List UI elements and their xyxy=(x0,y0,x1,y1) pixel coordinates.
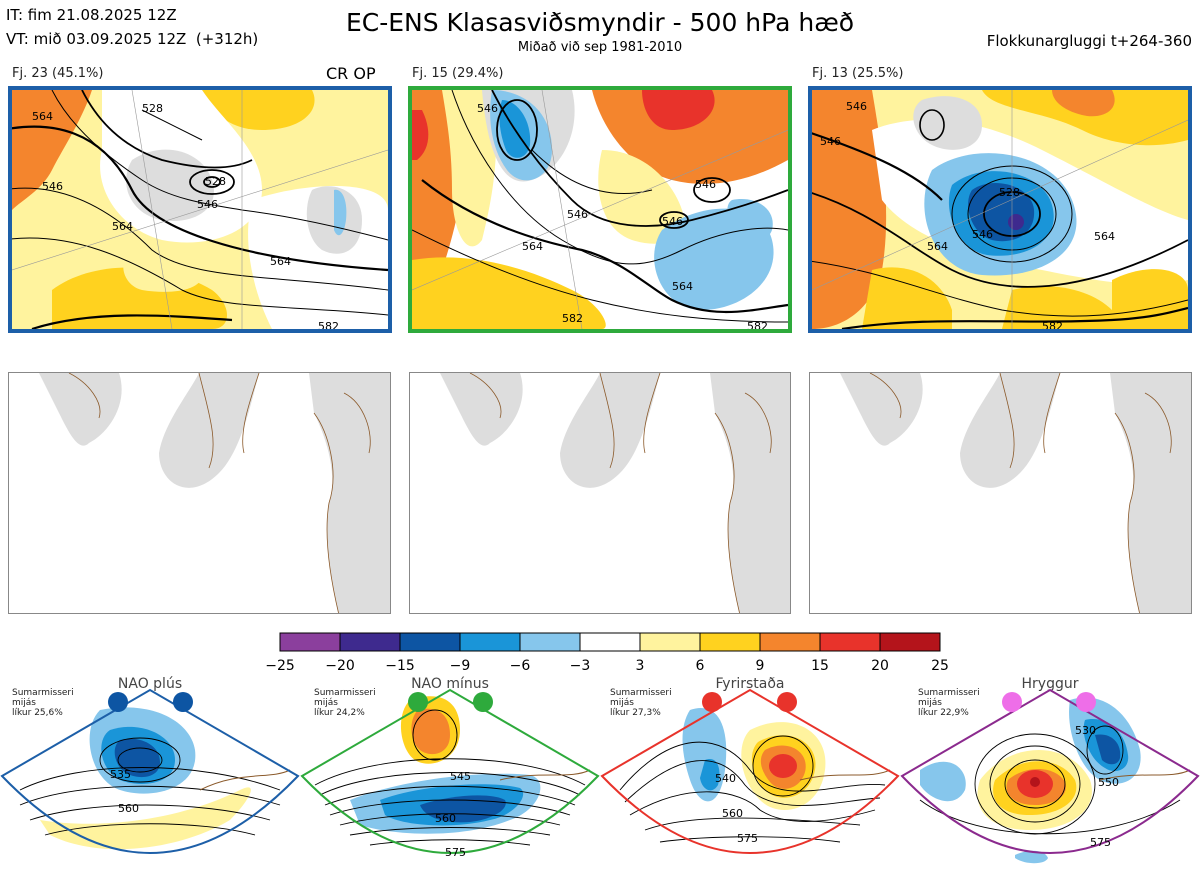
cluster-1-label: Fj. 23 (45.1%) xyxy=(12,66,104,81)
contour-label: 560 xyxy=(118,802,139,815)
cluster-1-panel: 528 528 546 546 564 564 564 582 xyxy=(8,86,392,333)
contour-label: 582 xyxy=(747,320,768,329)
contour-label: 582 xyxy=(318,320,339,329)
colorbar-tick-label: −15 xyxy=(385,658,415,674)
regime-blocking: Fyrirstaða Sumarmisseri mijás líkur 27,3… xyxy=(600,630,900,870)
cluster-1-tag: CR OP xyxy=(326,64,376,83)
cluster-3-panel: 528 546 546 546 564 564 582 xyxy=(808,86,1192,333)
contour-label: 530 xyxy=(1075,724,1096,737)
colorbar-tick-label: 3 xyxy=(636,658,645,674)
contour-label: 564 xyxy=(112,220,133,233)
contour-label: 546 xyxy=(477,102,498,115)
contour-label: 546 xyxy=(662,215,683,228)
empty-map-2 xyxy=(409,372,791,614)
colorbar-tick-label: 6 xyxy=(696,658,705,674)
colorbar: −25 −20 −15 −9 −6 −3 3 6 9 15 20 25 xyxy=(265,632,960,680)
page-title: EC-ENS Klasasviðsmyndir - 500 hPa hæð xyxy=(345,8,855,37)
regime-map: 530 550 575 xyxy=(900,688,1200,864)
regime-title: Hryggur xyxy=(1021,676,1079,692)
colorbar-swatch xyxy=(879,632,941,652)
contour-label: 564 xyxy=(32,110,53,123)
contour-label: 528 xyxy=(999,186,1020,199)
contour-label: 564 xyxy=(672,280,693,293)
coastline-map xyxy=(440,373,790,613)
regime-note: Sumarmisseri mijás líkur 25,6% xyxy=(12,688,74,718)
contour-label: 560 xyxy=(435,812,456,825)
colorbar-tick-label: 25 xyxy=(931,658,949,674)
regime-nao-minus: NAO mínus Sumarmisseri mijás líkur 24,2%… xyxy=(300,630,600,870)
colorbar-svg: −25 −20 −15 −9 −6 −3 3 6 9 15 20 25 xyxy=(265,632,949,674)
colorbar-tick-label: 9 xyxy=(756,658,765,674)
contour-label: 535 xyxy=(110,768,131,781)
contour-label: 540 xyxy=(715,772,736,785)
contour-label: 575 xyxy=(1090,836,1111,849)
contour-label: 564 xyxy=(1094,230,1115,243)
cluster-2-map: 546 546 546 546 564 564 582 582 xyxy=(412,90,788,329)
contour-label: 546 xyxy=(972,228,993,241)
cluster-2-label: Fj. 15 (29.4%) xyxy=(412,66,504,81)
contour-label: 546 xyxy=(567,208,588,221)
regime-map: 540 560 575 xyxy=(600,688,900,854)
empty-map-3 xyxy=(809,372,1192,614)
contour-label: 545 xyxy=(450,770,471,783)
contour-label: 575 xyxy=(737,832,758,845)
initial-time: IT: fim 21.08.2025 12Z xyxy=(6,6,177,24)
page-subtitle: Miðað við sep 1981-2010 xyxy=(517,40,683,55)
contour-label: 546 xyxy=(846,100,867,113)
colorbar-tick-label: −3 xyxy=(570,658,591,674)
colorbar-tick-label: 15 xyxy=(811,658,829,674)
colorbar-tick-label: 20 xyxy=(871,658,889,674)
contour-label: 546 xyxy=(820,135,841,148)
cluster-3-label: Fj. 13 (25.5%) xyxy=(812,66,904,81)
regime-note: Sumarmisseri mijás líkur 27,3% xyxy=(610,688,672,718)
contour-label: 582 xyxy=(1042,320,1063,329)
valid-time: VT: mið 03.09.2025 12Z (+312h) xyxy=(6,30,259,48)
regime-note: Sumarmisseri mijás líkur 24,2% xyxy=(314,688,376,718)
contour-label: 546 xyxy=(42,180,63,193)
contour-label: 564 xyxy=(927,240,948,253)
regime-title: NAO mínus xyxy=(411,676,489,692)
contour-label: 546 xyxy=(695,178,716,191)
coastline-map xyxy=(39,373,390,613)
cluster-2-panel: 546 546 546 546 564 564 582 582 xyxy=(408,86,792,333)
contour-label: 528 xyxy=(205,175,226,188)
colorbar-tick-label: −6 xyxy=(510,658,531,674)
cluster-1-map: 528 528 546 546 564 564 564 582 xyxy=(12,90,388,329)
regime-title: NAO plús xyxy=(117,676,183,692)
contour-label: 564 xyxy=(270,255,291,268)
colorbar-tick-label: −20 xyxy=(325,658,355,674)
regime-map: 545 560 575 xyxy=(300,688,600,859)
contour-label: 564 xyxy=(522,240,543,253)
colorbar-tick-label: −25 xyxy=(265,658,295,674)
regime-title: Fyrirstaða xyxy=(715,676,785,692)
contour-label: 546 xyxy=(197,198,218,211)
cluster-3-map: 528 546 546 546 564 564 582 xyxy=(812,90,1188,329)
colorbar-tick-label: −9 xyxy=(450,658,471,674)
contour-label: 582 xyxy=(562,312,583,325)
regime-nao-plus: NAO plús Sumarmisseri mijás líkur 25,6% … xyxy=(0,630,300,870)
contour-label: 560 xyxy=(722,807,743,820)
contour-label: 550 xyxy=(1098,776,1119,789)
regime-note: Sumarmisseri mijás líkur 22,9% xyxy=(918,688,980,718)
contour-label: 575 xyxy=(445,846,466,859)
regime-ridge: Hryggur Sumarmisseri mijás líkur 22,9% 5… xyxy=(900,630,1200,870)
empty-map-1 xyxy=(8,372,391,614)
contour-label: 528 xyxy=(142,102,163,115)
coastline-map xyxy=(840,373,1191,613)
regime-map: 535 560 xyxy=(0,688,300,854)
classification-window: Flokkunargluggi t+264-360 xyxy=(986,32,1192,50)
